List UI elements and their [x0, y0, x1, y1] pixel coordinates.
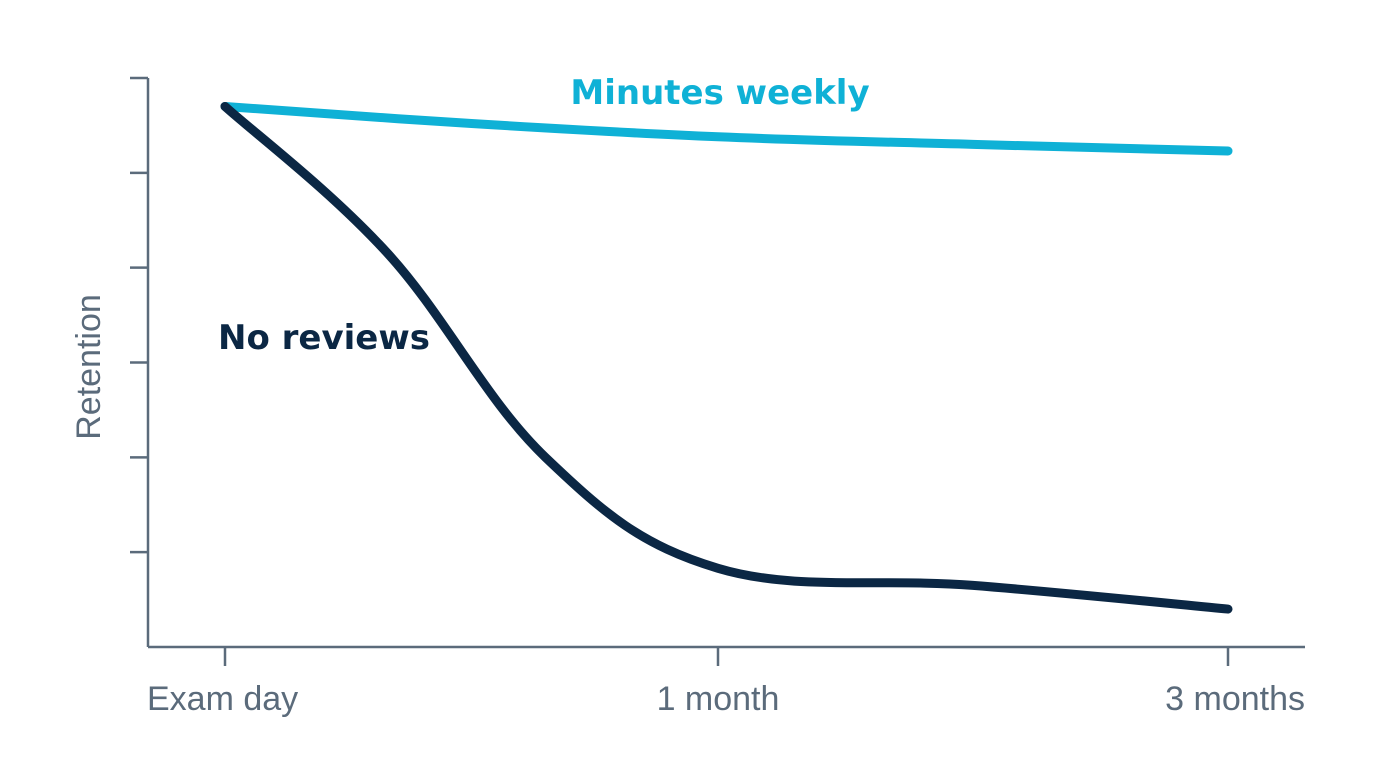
x-tick-label-1: Exam day — [147, 680, 298, 718]
x-tick-label-3: 3 months — [1165, 680, 1305, 718]
series-label-no-reviews: No reviews — [218, 318, 430, 358]
x-tick-label-2: 1 month — [657, 680, 780, 718]
y-axis-title: Retention — [70, 294, 108, 440]
series-line-minutes-weekly — [220, 101, 1233, 156]
series-label-minutes-weekly: Minutes weekly — [570, 73, 869, 113]
x-ticks: Exam day 1 month 3 months — [147, 647, 1305, 718]
series-lines — [220, 101, 1233, 614]
y-ticks — [130, 76, 148, 554]
series-line-no-reviews — [220, 101, 1233, 614]
